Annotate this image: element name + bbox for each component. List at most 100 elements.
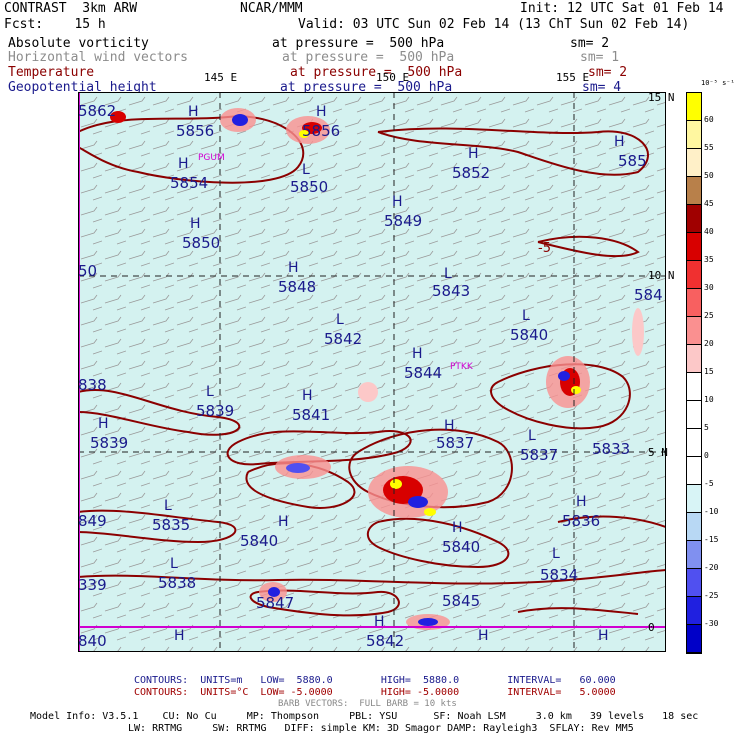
high-marker: H — [452, 520, 463, 536]
height-label: 5840 — [510, 326, 548, 344]
height-label: 5842 — [324, 330, 362, 348]
colorbar-tick-label: 60 — [704, 115, 714, 124]
high-marker: H — [392, 194, 403, 210]
high-marker: H — [478, 628, 489, 644]
lat-label-0: 0 — [648, 621, 655, 634]
field-level-temperature: at pressure = 500 hPa — [290, 65, 463, 80]
high-marker: H — [178, 156, 189, 172]
height-label: 5840 — [442, 538, 480, 556]
field-level-wind: at pressure = 500 hPa — [282, 50, 455, 65]
colorbar-tick-label: -25 — [704, 591, 719, 600]
forecast-hour: Fcst: 15 h — [4, 17, 106, 32]
height-label: 5839 — [90, 434, 128, 452]
height-label: 5856 — [302, 122, 340, 140]
footer-model-info: Model Info: V3.5.1 CU: No Cu MP: Thompso… — [30, 711, 699, 722]
low-marker: L — [164, 498, 172, 514]
lon-label-145e: 145 E — [204, 71, 238, 84]
high-marker: H — [444, 418, 455, 434]
height-label: 5856 — [176, 122, 214, 140]
colorbar-tick-label: 15 — [704, 367, 714, 376]
height-label: 584 — [634, 286, 663, 304]
height-label: 5852 — [452, 164, 490, 182]
height-label: 5837 — [436, 434, 474, 452]
colorbar-tick-label: 0 — [704, 451, 709, 460]
height-label: 50 — [78, 262, 97, 280]
colorbar-swatch — [687, 317, 701, 345]
valid-time: Valid: 03 UTC Sun 02 Feb 14 (13 ChT Sun … — [298, 17, 690, 32]
high-marker: H — [188, 104, 199, 120]
low-marker: L — [170, 556, 178, 572]
colorbar-swatch — [687, 401, 701, 429]
temperature-contours — [78, 115, 666, 617]
colorbar-swatch — [687, 289, 701, 317]
low-marker: L — [336, 312, 344, 328]
colorbar-unit: 10⁻⁵ s⁻¹ — [701, 79, 735, 87]
lat-label-5n: 5 N — [648, 446, 668, 459]
height-label: 5833 — [592, 440, 630, 458]
colorbar-swatch — [687, 121, 701, 149]
lon-label-150e: 150 E — [376, 71, 410, 84]
height-label: 5850 — [290, 178, 328, 196]
height-label: 5838 — [158, 574, 196, 592]
low-marker: L — [444, 266, 452, 282]
colorbar-swatch — [687, 597, 701, 625]
height-label: 5847 — [256, 594, 294, 612]
height-label: 5835 — [152, 516, 190, 534]
height-label: 5834 — [540, 566, 578, 584]
colorbar-swatch — [687, 625, 701, 653]
lon-label-155e: 155 E — [556, 71, 590, 84]
high-marker: H — [288, 260, 299, 276]
height-label: 5854 — [170, 174, 208, 192]
height-label: 5842 — [366, 632, 404, 650]
high-marker: H — [576, 494, 587, 510]
map-frame — [78, 92, 666, 652]
height-label: 5839 — [196, 402, 234, 420]
colorbar-swatch — [687, 569, 701, 597]
colorbar-tick-label: -5 — [704, 479, 714, 488]
height-label: 840 — [78, 632, 107, 650]
low-marker: L — [552, 546, 560, 562]
lat-label-10n: 10 N — [648, 269, 675, 282]
low-marker: L — [206, 384, 214, 400]
colorbar-tick-label: 25 — [704, 311, 714, 320]
high-marker: H — [98, 416, 109, 432]
high-marker: H — [316, 104, 327, 120]
colorbar-swatch — [687, 205, 701, 233]
colorbar-swatch — [687, 149, 701, 177]
low-marker: L — [302, 162, 310, 178]
colorbar-tick-label: 20 — [704, 339, 714, 348]
colorbar-swatch — [687, 177, 701, 205]
high-marker: H — [374, 614, 385, 630]
field-level-height: at pressure = 500 hPa — [280, 80, 453, 95]
footer-height-contours: CONTOURS: UNITS=m LOW= 5880.0 HIGH= 5880… — [134, 675, 616, 686]
height-label: 5848 — [278, 278, 316, 296]
height-label: 5862 — [78, 102, 116, 120]
height-label: 339 — [78, 576, 107, 594]
colorbar-tick-label: -30 — [704, 619, 719, 628]
colorbar-tick-label: 45 — [704, 199, 714, 208]
high-marker: H — [468, 146, 479, 162]
colorbar-swatch — [687, 429, 701, 457]
colorbar-tick-label: 55 — [704, 143, 714, 152]
colorbar-tick-label: 35 — [704, 255, 714, 264]
colorbar-swatch — [687, 233, 701, 261]
colorbar-swatch — [687, 93, 701, 121]
height-label: 5843 — [432, 282, 470, 300]
field-sm-temperature: sm= 2 — [588, 65, 628, 80]
colorbar-swatch — [687, 373, 701, 401]
field-name-temperature: Temperature — [8, 65, 95, 80]
height-label: 838 — [78, 376, 107, 394]
lat-lon-grid — [78, 92, 666, 652]
model-title: CONTRAST 3km ARW — [4, 1, 138, 16]
height-label: 5836 — [562, 512, 600, 530]
low-marker: L — [522, 308, 530, 324]
height-label: 5849 — [384, 212, 422, 230]
footer-model-info-2: LW: RRTMG SW: RRTMG DIFF: simple KM: 3D … — [128, 723, 634, 734]
height-label: 585 — [618, 152, 647, 170]
pressure-centers: H H H L H H H H H L L L H L H H H L L H … — [98, 104, 625, 644]
height-label: 5845 — [442, 592, 480, 610]
height-label: 5841 — [292, 406, 330, 424]
height-label: 5837 — [520, 446, 558, 464]
field-level-vorticity: at pressure = 500 hPa — [272, 36, 445, 51]
field-sm-vorticity: sm= 2 — [570, 36, 610, 51]
